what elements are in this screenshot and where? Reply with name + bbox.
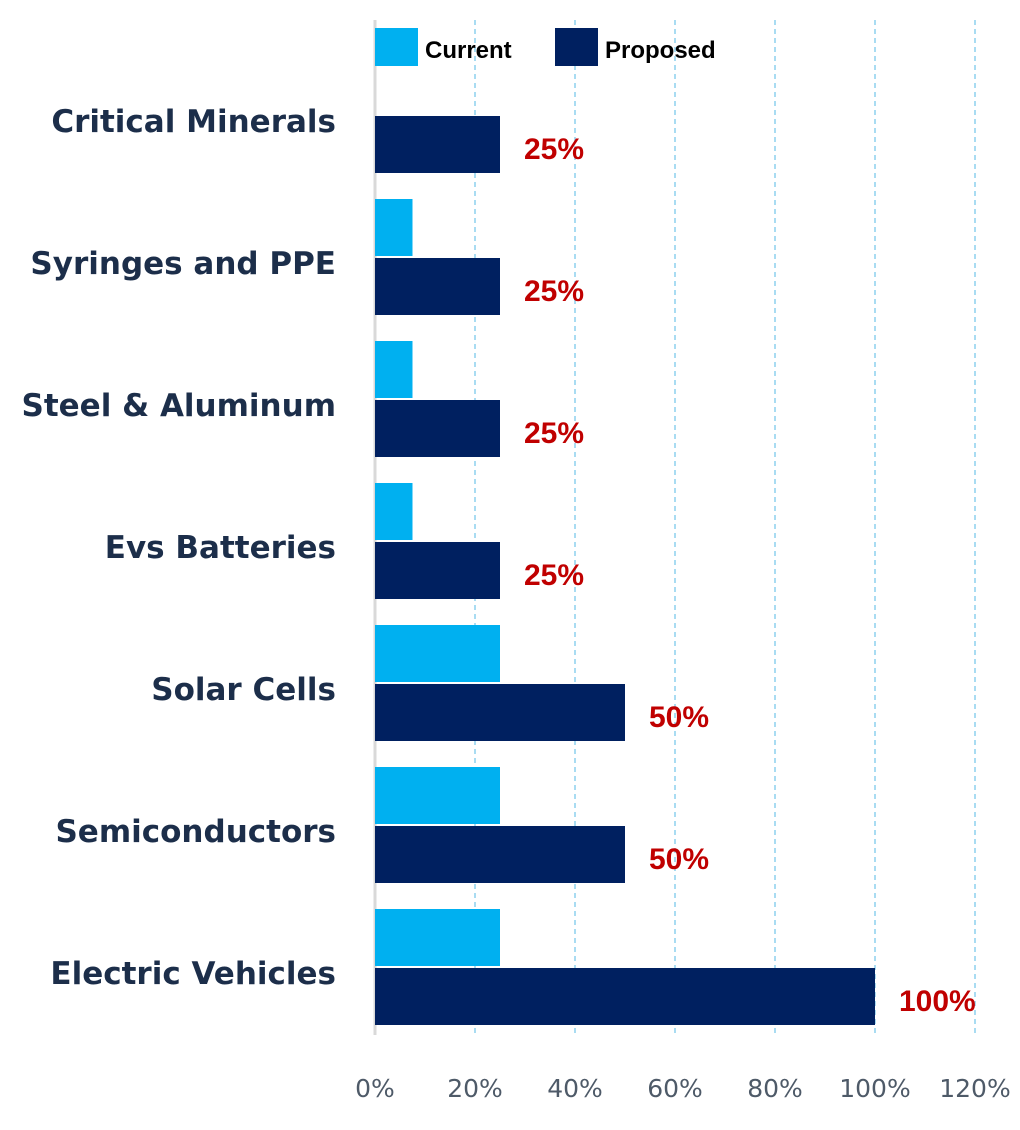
legend-swatch-proposed [555, 28, 598, 66]
category-label: Electric Vehicles [50, 956, 336, 992]
category-label: Syringes and PPE [30, 246, 336, 282]
x-tick-label: 60% [647, 1074, 703, 1103]
data-label: 25% [524, 417, 584, 450]
data-label: 25% [524, 133, 584, 166]
category-label: Steel & Aluminum [22, 388, 337, 424]
bar-proposed [375, 684, 625, 741]
bar-proposed [375, 826, 625, 883]
legend-label-proposed: Proposed [605, 37, 716, 64]
data-label: 25% [524, 559, 584, 592]
x-tick-label: 80% [747, 1074, 803, 1103]
x-tick-label: 0% [355, 1074, 395, 1103]
data-label: 100% [899, 985, 976, 1018]
bar-current [375, 909, 500, 966]
legend-swatch-current [375, 28, 418, 66]
data-label: 25% [524, 275, 584, 308]
category-label: Evs Batteries [105, 530, 336, 566]
bar-current [375, 341, 413, 398]
category-label: Semiconductors [55, 814, 336, 850]
bar-current [375, 625, 500, 682]
bar-proposed [375, 258, 500, 315]
data-label: 50% [649, 701, 709, 734]
bar-proposed [375, 116, 500, 173]
legend-label-current: Current [425, 37, 512, 64]
x-tick-label: 100% [839, 1074, 910, 1103]
bar-current [375, 199, 413, 256]
bar-proposed [375, 968, 875, 1025]
category-label: Critical Minerals [51, 104, 336, 140]
bar-proposed [375, 400, 500, 457]
x-tick-label: 40% [547, 1074, 603, 1103]
x-tick-label: 120% [939, 1074, 1010, 1103]
bar-current [375, 483, 413, 540]
x-tick-label: 20% [447, 1074, 503, 1103]
category-label: Solar Cells [151, 672, 336, 708]
bar-proposed [375, 542, 500, 599]
bar-current [375, 767, 500, 824]
data-label: 50% [649, 843, 709, 876]
